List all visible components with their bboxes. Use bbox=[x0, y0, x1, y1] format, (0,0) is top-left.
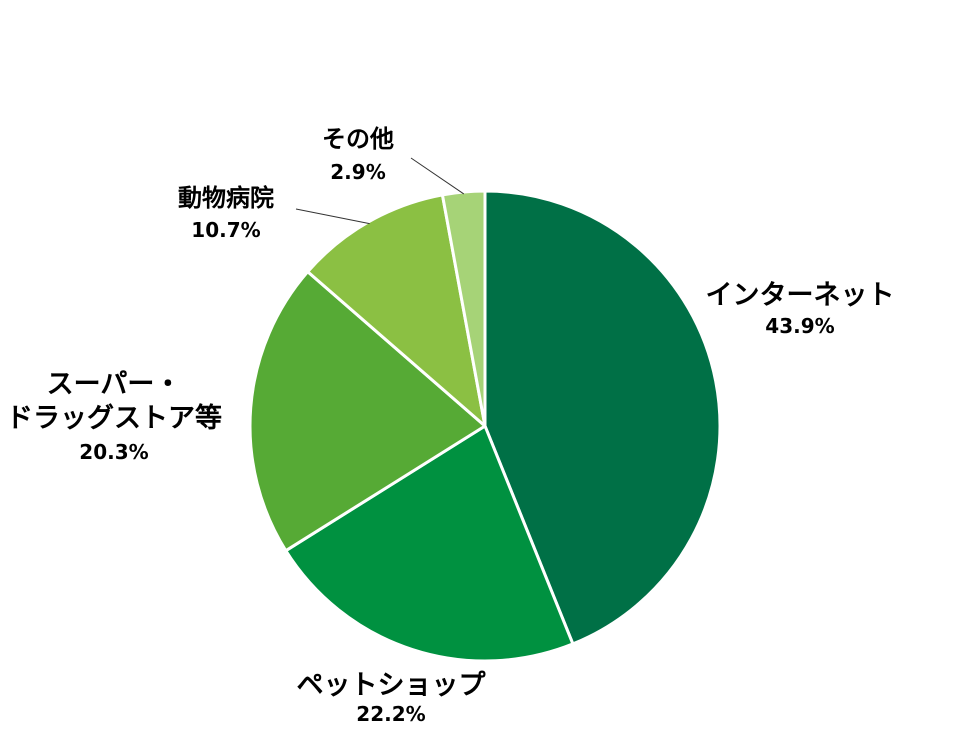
slice-supermarket bbox=[248, 270, 487, 553]
slice-label-supermarket-line1: スーパー・ bbox=[47, 369, 182, 400]
slice-label-animal-hospital: 動物病院 bbox=[178, 184, 274, 212]
slice-label-supermarket-line2: ドラッグストア等 bbox=[6, 402, 222, 434]
slice-label-petshop: ペットショップ bbox=[297, 670, 487, 701]
slice-animal-hospital bbox=[306, 193, 487, 428]
slice-value-animal-hospital: 10.7% bbox=[191, 218, 260, 242]
slice-internet bbox=[483, 189, 722, 646]
leader-line-other bbox=[410, 157, 465, 195]
leader-line-animal-hospital bbox=[295, 208, 370, 225]
slice-petshop bbox=[284, 424, 575, 663]
slice-other bbox=[440, 189, 487, 428]
slice-value-petshop: 22.2% bbox=[356, 702, 425, 726]
slice-label-other: その他 bbox=[322, 125, 394, 153]
slice-value-supermarket: 20.3% bbox=[79, 440, 148, 464]
slice-value-other: 2.9% bbox=[330, 160, 385, 184]
leader-lines bbox=[295, 157, 465, 225]
slice-label-internet: インターネット bbox=[706, 280, 895, 311]
slice-value-internet: 43.9% bbox=[765, 314, 834, 338]
pie-slices bbox=[248, 189, 722, 663]
